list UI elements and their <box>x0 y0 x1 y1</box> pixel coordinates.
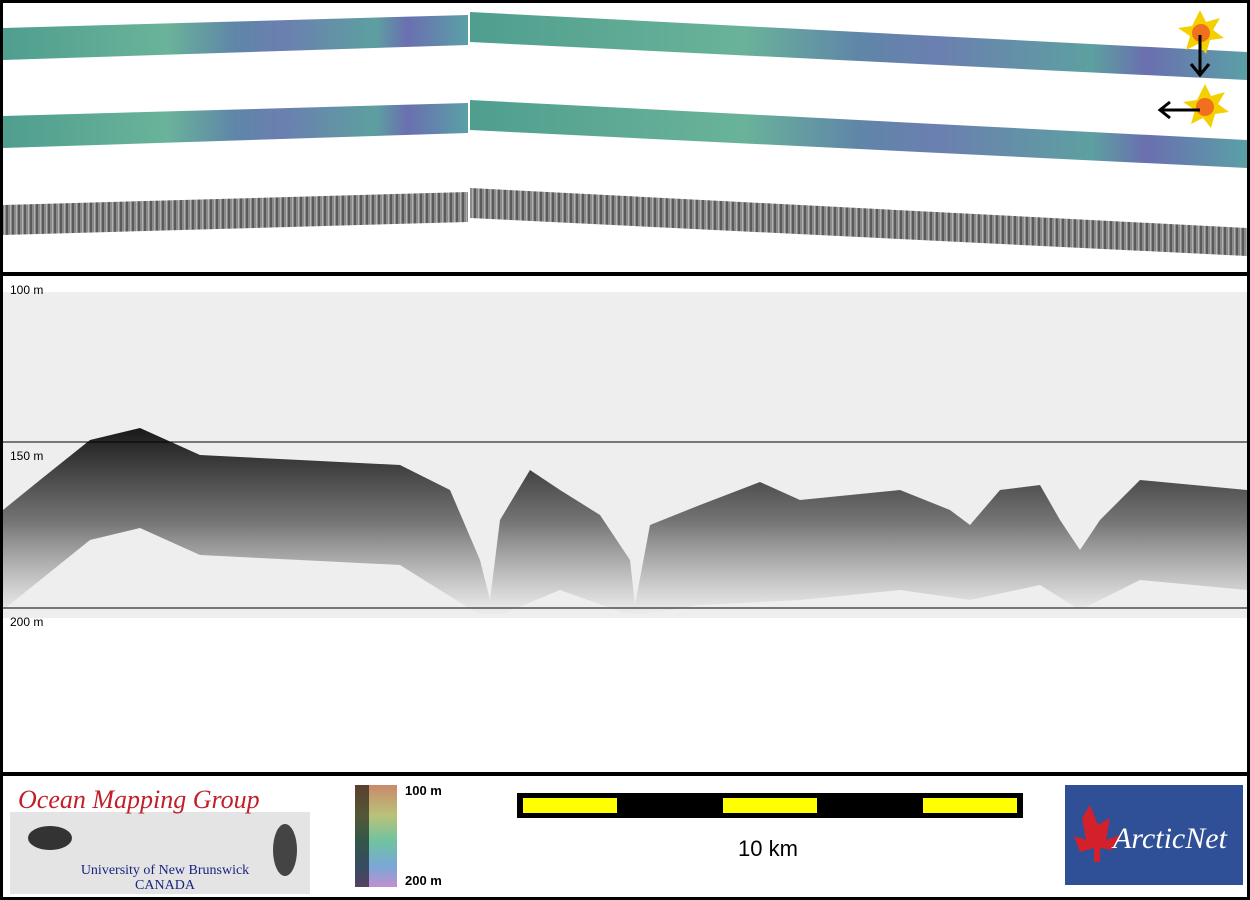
colorbar-label: 200 m <box>405 873 442 888</box>
arcticnet-logo: ArcticNet <box>1065 785 1243 885</box>
sun-illumination-icons <box>1157 10 1229 128</box>
scale-bar <box>517 793 1023 818</box>
omg-logo: Ocean Mapping Group University of New Br… <box>10 785 310 894</box>
logo-country: CANADA <box>135 878 196 893</box>
swath-bathymetry-2 <box>3 100 1247 168</box>
scale-label: 10 km <box>738 836 798 861</box>
colorbar-label: 100 m <box>405 783 442 798</box>
depth-label: 100 m <box>10 283 43 297</box>
swath-backscatter <box>3 188 1247 256</box>
logo-title: Ocean Mapping Group <box>18 785 260 814</box>
depth-label: 200 m <box>10 615 43 629</box>
colorbar-shade <box>355 785 369 887</box>
swath-bathymetry-1 <box>3 12 1247 80</box>
seafloor-echo <box>3 428 1247 615</box>
depth-label: 150 m <box>10 449 43 463</box>
partner-logo-text: ArcticNet <box>1111 822 1228 855</box>
logo-university: University of New Brunswick <box>81 863 249 878</box>
